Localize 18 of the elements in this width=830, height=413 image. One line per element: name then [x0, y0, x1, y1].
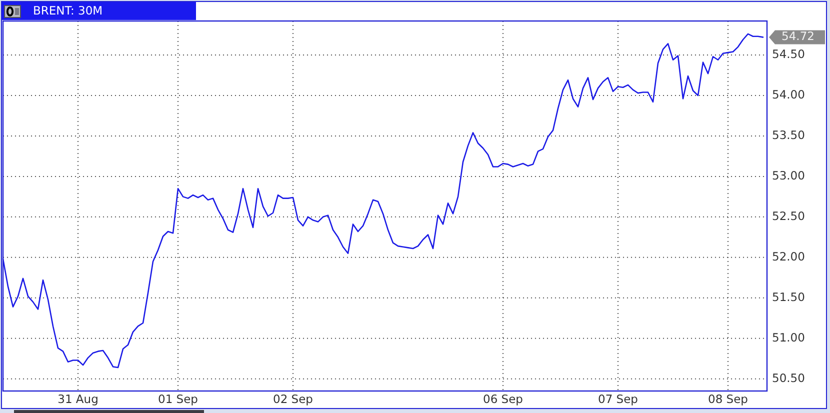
y-tick-label: 51.50 — [772, 290, 805, 304]
y-tick-label: 53.50 — [772, 128, 805, 142]
x-tick-label: 31 Aug — [58, 392, 98, 406]
y-tick-label: 54.50 — [772, 47, 805, 62]
y-tick-label: 53.00 — [772, 168, 805, 183]
y-tick-label: 54.00 — [772, 88, 805, 102]
y-tick-label: 51.00 — [772, 330, 805, 345]
x-tick-label: 06 Sep — [483, 392, 523, 406]
x-tick-label: 08 Sep — [708, 392, 748, 406]
text: 54.72 — [782, 29, 814, 44]
y-tick-label: 52.00 — [772, 250, 805, 264]
x-tick-label: 02 Sep — [273, 392, 313, 406]
y-tick-label: 52.50 — [772, 209, 805, 224]
x-tick-label: 07 Sep — [598, 392, 638, 406]
y-tick-label: 50.50 — [772, 370, 805, 386]
chart-title: BRENT: 30M — [33, 4, 103, 18]
line-series — [2, 33, 764, 368]
x-tick-label: 01 Sep — [158, 392, 198, 406]
